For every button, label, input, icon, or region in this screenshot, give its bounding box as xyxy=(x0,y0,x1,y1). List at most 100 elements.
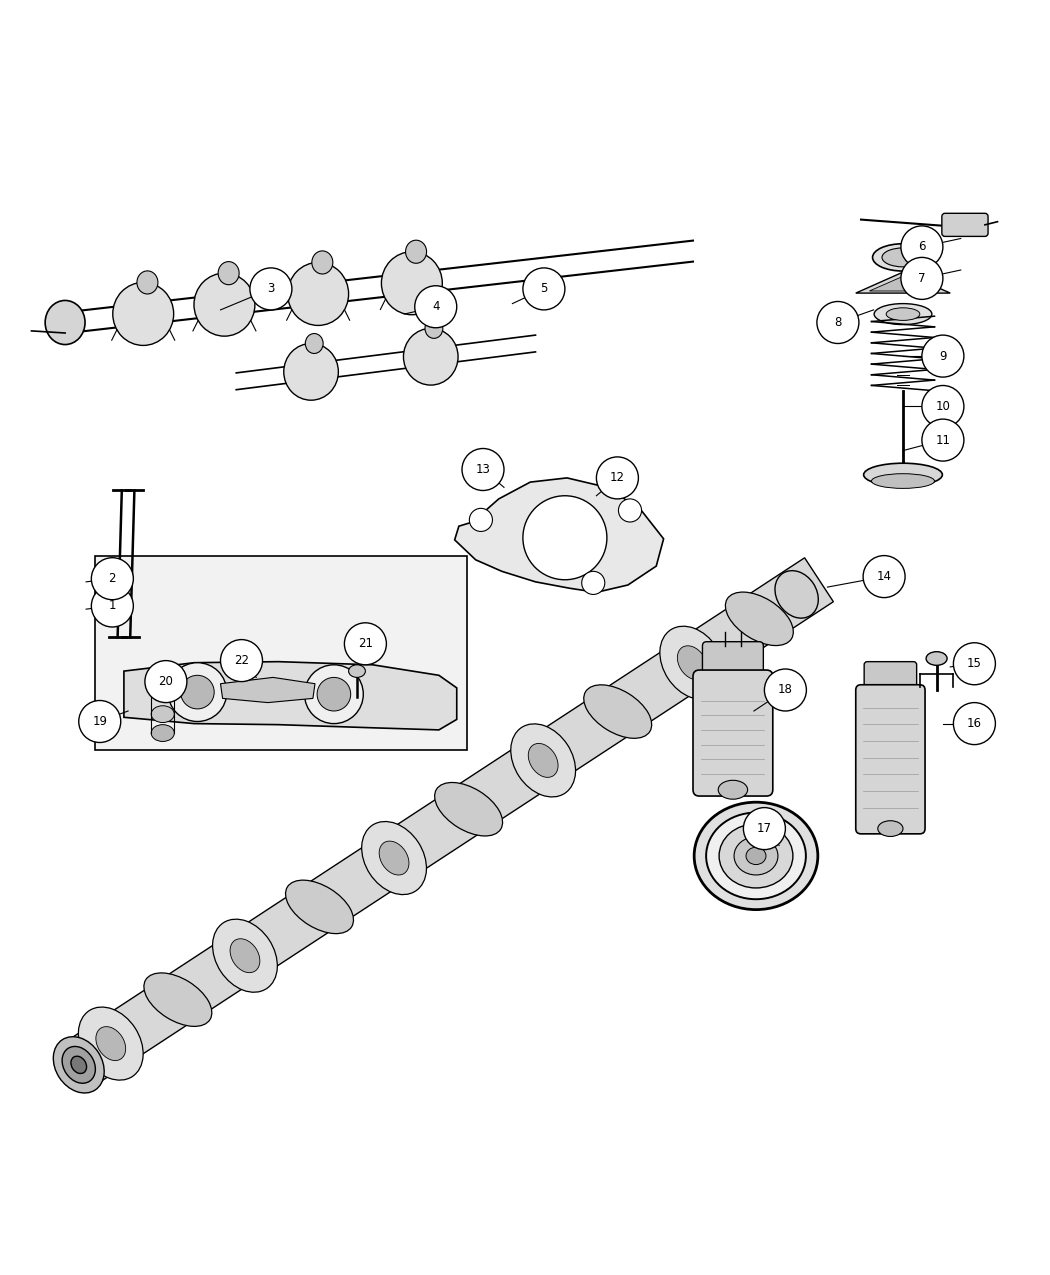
FancyBboxPatch shape xyxy=(864,662,917,697)
Circle shape xyxy=(817,301,859,343)
Circle shape xyxy=(304,664,363,724)
Circle shape xyxy=(922,385,964,427)
Circle shape xyxy=(764,669,806,711)
Circle shape xyxy=(953,643,995,685)
Text: 20: 20 xyxy=(159,674,173,688)
Ellipse shape xyxy=(194,273,255,337)
FancyBboxPatch shape xyxy=(94,556,467,750)
Ellipse shape xyxy=(874,303,932,325)
Ellipse shape xyxy=(288,263,349,325)
Circle shape xyxy=(79,700,121,742)
Ellipse shape xyxy=(872,474,934,488)
Circle shape xyxy=(220,640,262,682)
Circle shape xyxy=(415,286,457,328)
Ellipse shape xyxy=(718,780,748,799)
Ellipse shape xyxy=(403,329,458,385)
Circle shape xyxy=(168,663,227,722)
Text: 8: 8 xyxy=(834,316,842,329)
Ellipse shape xyxy=(726,592,794,645)
Text: 18: 18 xyxy=(778,683,793,696)
Ellipse shape xyxy=(694,802,818,909)
Circle shape xyxy=(863,556,905,598)
Text: 1: 1 xyxy=(108,599,117,612)
Ellipse shape xyxy=(873,244,933,272)
Text: 2: 2 xyxy=(108,572,117,585)
Text: 21: 21 xyxy=(358,638,373,650)
Ellipse shape xyxy=(926,652,947,666)
FancyBboxPatch shape xyxy=(942,213,988,236)
Ellipse shape xyxy=(112,283,173,346)
Text: 6: 6 xyxy=(918,241,926,254)
Circle shape xyxy=(91,585,133,627)
Polygon shape xyxy=(220,677,315,703)
FancyBboxPatch shape xyxy=(693,671,773,796)
Ellipse shape xyxy=(528,743,558,778)
Text: 4: 4 xyxy=(432,300,440,314)
Text: 5: 5 xyxy=(540,282,548,296)
Ellipse shape xyxy=(151,724,174,742)
FancyBboxPatch shape xyxy=(702,641,763,683)
Ellipse shape xyxy=(144,973,212,1026)
Circle shape xyxy=(344,622,386,664)
Polygon shape xyxy=(59,557,834,1090)
Ellipse shape xyxy=(151,706,174,723)
Ellipse shape xyxy=(381,251,442,315)
Ellipse shape xyxy=(677,645,707,680)
Text: 9: 9 xyxy=(939,349,947,362)
Circle shape xyxy=(91,557,133,599)
Ellipse shape xyxy=(230,938,259,973)
Circle shape xyxy=(743,807,785,849)
Ellipse shape xyxy=(734,836,778,875)
Text: 12: 12 xyxy=(610,472,625,484)
Circle shape xyxy=(523,496,607,580)
Ellipse shape xyxy=(151,685,174,701)
Ellipse shape xyxy=(584,685,652,738)
Circle shape xyxy=(596,456,638,499)
Circle shape xyxy=(618,499,642,521)
Ellipse shape xyxy=(62,1047,96,1084)
Ellipse shape xyxy=(719,824,793,887)
Ellipse shape xyxy=(71,1056,86,1074)
Ellipse shape xyxy=(349,664,365,677)
Ellipse shape xyxy=(306,334,323,353)
Circle shape xyxy=(922,335,964,377)
Circle shape xyxy=(922,419,964,462)
Circle shape xyxy=(250,268,292,310)
Polygon shape xyxy=(455,478,664,593)
Ellipse shape xyxy=(435,783,503,836)
Circle shape xyxy=(469,509,492,532)
Circle shape xyxy=(901,258,943,300)
Text: 7: 7 xyxy=(918,272,926,284)
Ellipse shape xyxy=(136,270,158,295)
Ellipse shape xyxy=(312,251,333,274)
Text: 22: 22 xyxy=(234,654,249,667)
Polygon shape xyxy=(856,272,950,293)
Text: 19: 19 xyxy=(92,715,107,728)
Ellipse shape xyxy=(361,821,426,895)
Circle shape xyxy=(462,449,504,491)
Ellipse shape xyxy=(286,880,354,933)
Ellipse shape xyxy=(878,821,903,836)
Text: 11: 11 xyxy=(936,434,950,446)
Text: 16: 16 xyxy=(967,717,982,731)
Polygon shape xyxy=(869,277,937,291)
Circle shape xyxy=(145,660,187,703)
Ellipse shape xyxy=(284,343,338,400)
Polygon shape xyxy=(124,662,457,729)
Ellipse shape xyxy=(775,571,818,618)
Ellipse shape xyxy=(45,301,85,344)
Ellipse shape xyxy=(746,847,766,864)
Ellipse shape xyxy=(212,919,277,992)
Ellipse shape xyxy=(425,319,443,338)
Text: 15: 15 xyxy=(967,657,982,671)
Ellipse shape xyxy=(218,261,239,284)
Circle shape xyxy=(523,268,565,310)
Text: 14: 14 xyxy=(877,570,891,583)
Ellipse shape xyxy=(405,240,426,263)
Ellipse shape xyxy=(54,1037,104,1093)
Circle shape xyxy=(317,677,351,711)
Ellipse shape xyxy=(886,307,920,320)
Ellipse shape xyxy=(79,1007,143,1080)
Ellipse shape xyxy=(510,724,575,797)
Text: 17: 17 xyxy=(757,822,772,835)
